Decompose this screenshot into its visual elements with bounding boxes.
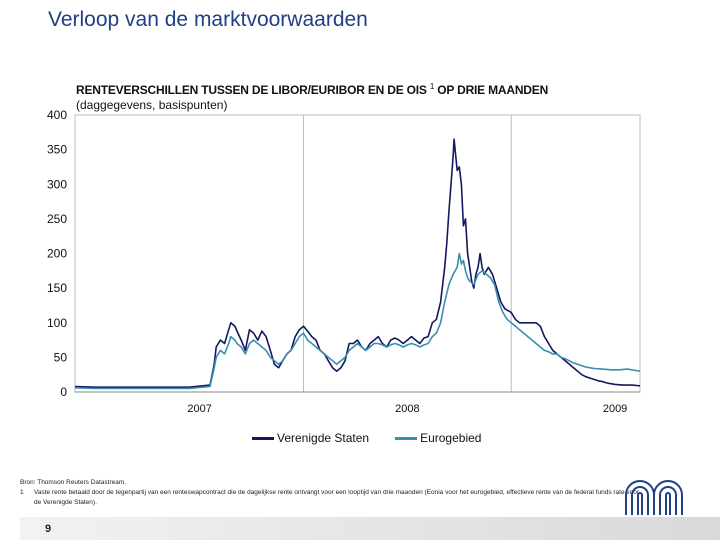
x-tick-label: 2007 bbox=[187, 403, 211, 415]
chart-title: RENTEVERSCHILLEN TUSSEN DE LIBOR/EURIBOR… bbox=[76, 82, 548, 97]
y-tick-label: 250 bbox=[47, 212, 67, 226]
y-tick-label: 200 bbox=[47, 247, 67, 261]
page-number: 9 bbox=[45, 523, 52, 535]
source-text: Bron: Thomson Reuters Datastream. bbox=[20, 479, 127, 486]
x-tick-label: 2009 bbox=[603, 403, 627, 415]
footnote-text: Vaste rente betaald door de tegenpartij … bbox=[34, 489, 640, 506]
y-tick-label: 150 bbox=[47, 281, 67, 295]
y-tick-label: 400 bbox=[47, 108, 67, 122]
series-line-euro bbox=[74, 252, 641, 390]
legend-swatch-us bbox=[252, 436, 274, 440]
page-title: Verloop van de marktvoorwaarden bbox=[48, 8, 368, 31]
source-note: Bron: Thomson Reuters Datastream. 1 Vast… bbox=[20, 478, 640, 508]
chart-title-footnote-mark: 1 bbox=[429, 82, 435, 91]
series-line-us bbox=[74, 138, 641, 388]
chart-title-suffix: OP DRIE MAANDEN bbox=[437, 83, 549, 97]
line-chart: 0 50 100 150 200 250 300 350 400 2007 2008 2009 bbox=[47, 108, 641, 415]
y-tick-label: 50 bbox=[54, 350, 68, 364]
y-tick-label: 0 bbox=[60, 385, 67, 399]
y-tick-label: 350 bbox=[47, 143, 67, 157]
legend-swatch-euro bbox=[395, 436, 418, 440]
legend-item-us: Verenigde Staten bbox=[252, 431, 369, 445]
x-tick-label: 2008 bbox=[395, 403, 419, 415]
legend-item-euro: Eurogebied bbox=[395, 431, 481, 445]
chart-title-main: RENTEVERSCHILLEN TUSSEN DE LIBOR/EURIBOR… bbox=[76, 83, 427, 97]
footnote-mark: 1 bbox=[20, 489, 24, 496]
y-tick-label: 300 bbox=[47, 177, 67, 191]
legend-label-euro: Eurogebied bbox=[420, 431, 482, 445]
plot-area bbox=[74, 114, 641, 393]
ecb-logo-icon bbox=[625, 480, 683, 515]
chart-legend: Verenigde Staten Eurogebied bbox=[252, 431, 507, 445]
bottom-bar bbox=[20, 517, 720, 540]
y-tick-label: 100 bbox=[47, 316, 67, 330]
legend-label-us: Verenigde Staten bbox=[277, 431, 370, 445]
chart-subtitle: (daggegevens, basispunten) bbox=[76, 98, 228, 112]
